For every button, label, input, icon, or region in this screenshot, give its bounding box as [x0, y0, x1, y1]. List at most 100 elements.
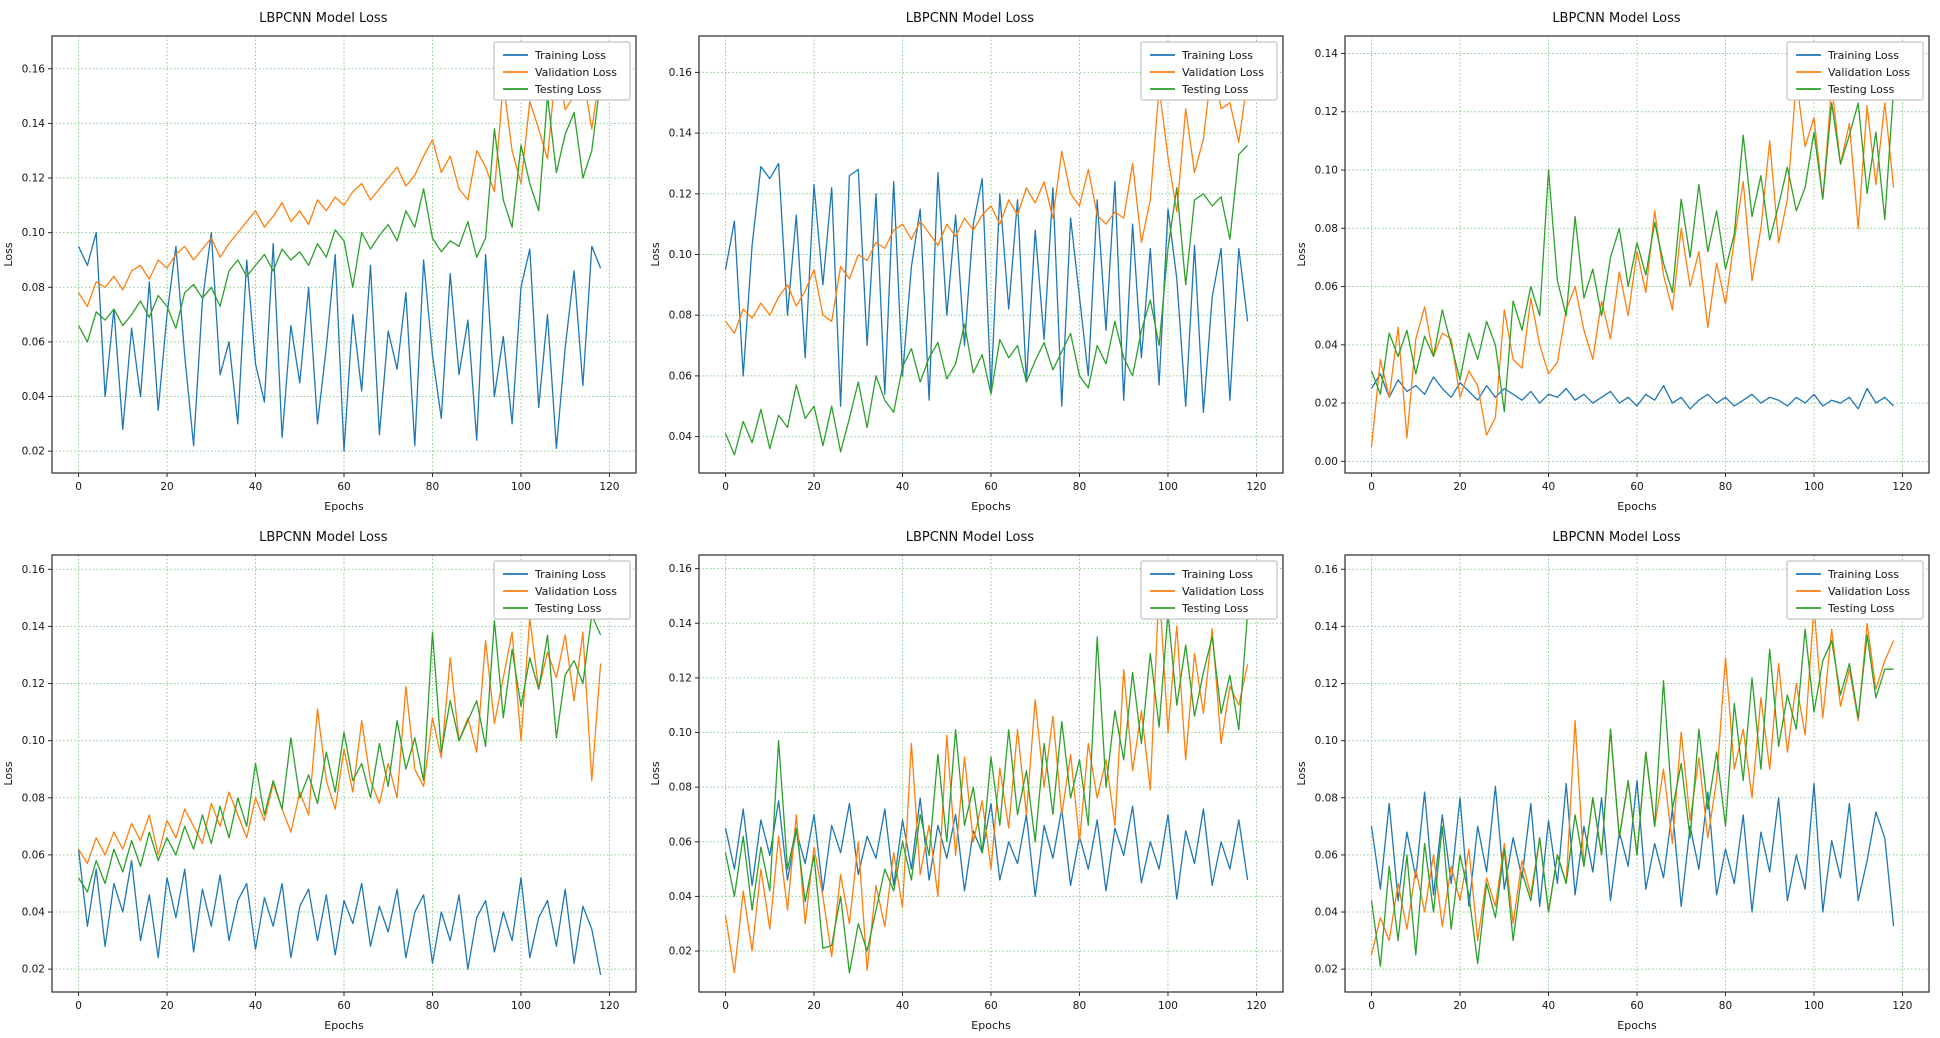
validation-loss-line — [77, 617, 602, 865]
x-tick-label: 0 — [1368, 1000, 1375, 1012]
y-tick-label: 0.10 — [22, 735, 45, 747]
y-axis-label: Loss — [1295, 761, 1308, 785]
y-tick-label: 0.10 — [1315, 165, 1338, 177]
y-tick-label: 0.14 — [668, 618, 692, 630]
y-tick-label: 0.08 — [1315, 223, 1338, 235]
x-tick-label: 60 — [984, 481, 997, 493]
y-tick-label: 0.02 — [22, 446, 45, 458]
y-tick-label: 0.08 — [22, 792, 45, 804]
plot-border — [697, 35, 1284, 474]
x-tick-label: 60 — [1631, 481, 1644, 493]
x-tick-label: 120 — [1246, 1000, 1266, 1012]
validation-loss-line — [1371, 605, 1895, 956]
legend-label-testing-loss: Testing Loss — [1827, 602, 1895, 615]
y-tick-label: 0.02 — [1315, 398, 1338, 410]
x-tick-label: 60 — [984, 1000, 997, 1012]
plot-border — [1344, 554, 1930, 993]
loss-chart-top-middle: LBPCNN Model Loss 0 20 40 60 80 100 120 0.04 0.0… — [647, 0, 1294, 519]
x-tick-label: 60 — [1631, 1000, 1644, 1012]
testing-loss-line — [1371, 628, 1894, 967]
loss-chart-bottom-left: LBPCNN Model Loss 0 20 40 60 80 100 120 0.02 0.0… — [0, 519, 647, 1038]
y-tick-label: 0.16 — [22, 564, 46, 576]
legend-label-validation-loss: Validation Loss — [1828, 66, 1910, 79]
x-tick-label: 120 — [599, 481, 619, 493]
validation-loss-line — [1371, 79, 1895, 447]
y-tick-label: 0.02 — [1315, 964, 1338, 976]
y-axis-label: Loss — [649, 761, 662, 785]
chart-plot: 0 20 40 60 80 100 120 0.02 0.04 0.06 0.08 0.10 0.12 0… — [2, 35, 637, 513]
y-tick-label: 0.14 — [1315, 621, 1339, 633]
y-tick-label: 0.10 — [22, 227, 45, 239]
y-tick-label: 0.16 — [668, 563, 692, 575]
y-tick-label: 0.00 — [1315, 456, 1338, 468]
training-loss-line — [77, 849, 602, 976]
x-tick-label: 0 — [722, 1000, 729, 1012]
loss-chart-top-left: LBPCNN Model Loss 0 20 40 60 80 100 120 0.02 0.0… — [0, 0, 647, 519]
x-axis-label: Epochs — [971, 500, 1011, 513]
x-tick-label: 80 — [1072, 481, 1085, 493]
x-tick-label: 100 — [511, 1000, 531, 1012]
y-axis-label: Loss — [1295, 242, 1308, 266]
x-tick-label: 40 — [249, 1000, 262, 1012]
y-tick-label: 0.06 — [22, 849, 46, 861]
x-axis-label: Epochs — [324, 500, 364, 513]
x-tick-label: 0 — [722, 481, 729, 493]
chart-title: LBPCNN Model Loss — [259, 11, 388, 26]
validation-loss-line — [724, 584, 1248, 974]
x-axis-label: Epochs — [1617, 1019, 1657, 1032]
x-axis-label: Epochs — [971, 1019, 1011, 1032]
x-axis-label: Epochs — [1617, 500, 1657, 513]
y-tick-label: 0.08 — [668, 310, 691, 322]
legend-box — [1786, 41, 1924, 101]
y-tick-label: 0.12 — [1315, 678, 1338, 690]
training-loss-line — [1371, 373, 1895, 410]
chart-plot: 0 20 40 60 80 100 120 0.02 0.04 0.06 0.08 0.10 0.12 0… — [1295, 554, 1930, 1032]
legend-label-validation-loss: Validation Loss — [1828, 585, 1910, 598]
chart-title: LBPCNN Model Loss — [905, 530, 1035, 545]
y-tick-label: 0.10 — [668, 727, 691, 739]
loss-chart-bottom-right: LBPCNN Model Loss 0 20 40 60 80 100 120 0.02 0.0… — [1293, 519, 1940, 1038]
y-tick-label: 0.10 — [1315, 735, 1338, 747]
legend-label-testing-loss: Testing Loss — [534, 83, 602, 96]
legend-label-validation-loss: Validation Loss — [1182, 66, 1264, 79]
x-tick-label: 60 — [337, 1000, 350, 1012]
legend-label-validation-loss: Validation Loss — [1182, 585, 1264, 598]
y-tick-label: 0.04 — [22, 391, 46, 403]
y-tick-label: 0.06 — [1315, 281, 1339, 293]
x-tick-label: 40 — [249, 481, 262, 493]
legend-label-testing-loss: Testing Loss — [534, 602, 602, 615]
legend-label-testing-loss: Testing Loss — [1181, 83, 1249, 96]
y-tick-label: 0.04 — [22, 907, 46, 919]
x-tick-label: 60 — [337, 481, 350, 493]
x-tick-label: 40 — [895, 1000, 908, 1012]
chart-plot: 0 20 40 60 80 100 120 0.00 0.02 0.04 0.06 0.08 0.10 0… — [1295, 35, 1930, 513]
y-tick-label: 0.14 — [1315, 48, 1339, 60]
x-tick-label: 100 — [1804, 481, 1824, 493]
legend-label-training-loss: Training Loss — [534, 49, 606, 62]
legend-label-training-loss: Training Loss — [534, 568, 606, 581]
chart-plot: 0 20 40 60 80 100 120 0.02 0.04 0.06 0.08 0.10 0.12 0… — [2, 554, 637, 1032]
y-tick-label: 0.12 — [1315, 106, 1338, 118]
chart-plot: 0 20 40 60 80 100 120 0.04 0.06 0.08 0.10 0.12 0.14 0… — [649, 35, 1284, 513]
y-tick-label: 0.06 — [22, 336, 46, 348]
training-loss-line — [1371, 779, 1895, 927]
testing-loss-line — [724, 611, 1248, 974]
y-tick-label: 0.12 — [668, 188, 691, 200]
x-tick-label: 40 — [1542, 1000, 1555, 1012]
y-tick-label: 0.14 — [22, 118, 46, 130]
testing-loss-line — [77, 614, 602, 893]
y-tick-label: 0.08 — [22, 282, 45, 294]
x-tick-label: 100 — [1158, 481, 1178, 493]
y-tick-label: 0.04 — [668, 891, 692, 903]
y-tick-label: 0.04 — [1315, 339, 1339, 351]
validation-loss-line — [77, 59, 602, 308]
testing-loss-line — [1371, 88, 1895, 413]
x-tick-label: 40 — [1542, 481, 1555, 493]
x-tick-label: 100 — [1804, 1000, 1824, 1012]
x-tick-label: 100 — [1158, 1000, 1178, 1012]
training-loss-line — [77, 231, 602, 452]
x-tick-label: 120 — [599, 1000, 619, 1012]
x-tick-label: 20 — [160, 481, 173, 493]
legend-label-testing-loss: Testing Loss — [1827, 83, 1895, 96]
